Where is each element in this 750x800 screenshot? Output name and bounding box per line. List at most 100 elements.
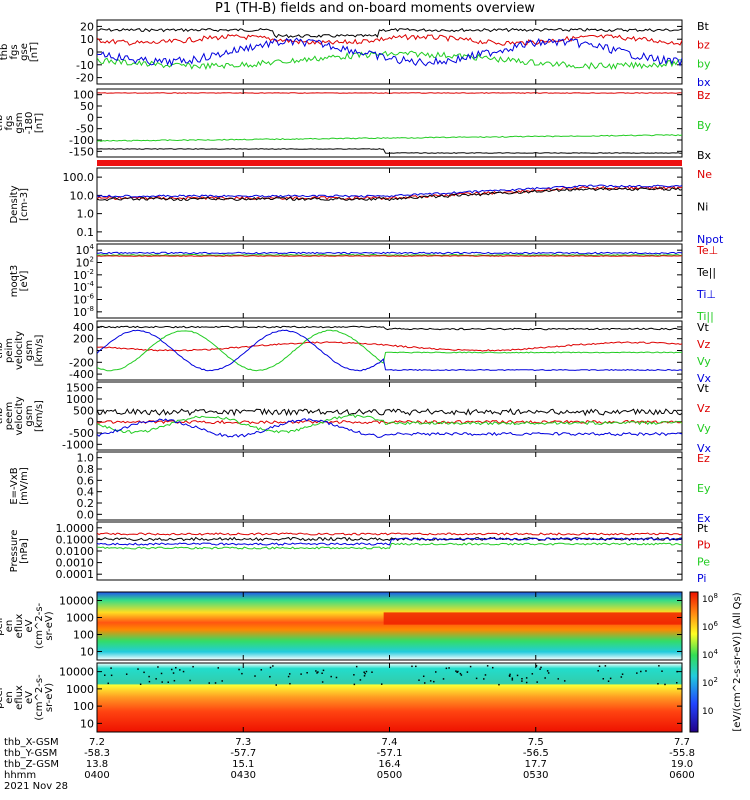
y-tick-label: 1.0000 [56,522,95,535]
spectrogram-speckle [456,671,458,674]
colorbar-tick-label: 10 [702,707,714,717]
y-tick-label: 10000 [59,595,94,608]
y-axis-label-line: peem [4,402,15,430]
spectrogram-speckle [208,682,210,684]
spectrogram-speckle [160,672,163,675]
spectrogram-speckle [260,669,263,671]
y-axis-label-line: [km/s] [34,400,45,432]
y-axis-label-line: fgs [4,115,15,130]
spectrogram-speckle [167,681,169,683]
spectrogram-speckle [415,665,417,668]
spectrogram-speckle [139,683,142,686]
spectrogram-speckle [546,670,549,672]
y-axis-label-line: peir [0,615,5,635]
panel-frame-peem-velocity [96,381,683,451]
tick-exponent: 2 [90,256,94,264]
spectrogram-speckle [241,672,243,675]
trace-Bt [97,27,682,39]
y-tick-label: 500 [73,404,94,417]
spectrogram-speckle [598,665,601,668]
spectrogram-speckle [170,668,173,671]
tick-exponent: -8 [87,305,94,313]
legend-fgs-bz: bz [697,39,710,52]
ephemeris-value: 16.4 [378,759,400,770]
y-tick-label: 200 [73,333,94,346]
spectrogram-speckle [661,670,663,672]
y-tick-label: 1000 [66,393,94,406]
spectrogram-speckle [289,682,291,685]
y-axis-label-peer-spec: thbpeerenefluxeV(cm^2-s-sr-eV) [0,674,55,721]
legend-temperature-Te⊥: Te⊥ [696,244,718,257]
ephemeris-value: -56.5 [523,748,549,759]
spectrogram-speckle [521,677,523,680]
colorbar-tick-label: 108 [702,592,718,605]
ephemeris-value: 0430 [231,770,256,781]
legend-pressure-Pe: Pe [697,555,710,568]
y-tick-label: 10-8 [73,305,94,319]
tick-exponent: -4 [87,280,95,288]
ephemeris-value: 7.3 [235,737,251,748]
y-tick-label: 0 [87,345,94,358]
spectrogram-peer-spec [97,663,682,732]
tick-exponent: 2 [713,676,717,684]
y-axis-label-line: eV [24,619,35,632]
spectrogram-speckle [544,677,546,679]
y-tick-label: -50 [76,123,94,136]
spectrogram-speckle [321,672,323,675]
y-axis-label-peim-velocity: thb peim velocity gsm [km/s] [0,331,45,370]
spectrogram-speckle [315,670,317,672]
y-tick-label: 50 [80,100,94,113]
legend-pressure-Pi: Pi [697,572,706,585]
y-tick-label: 0.1 [77,226,95,239]
y-tick-label: -100 [69,134,94,147]
spectrogram-speckle [469,665,472,668]
panel-frame-fgs-gsm [96,88,683,158]
colorbar-tick-label: 104 [702,648,718,661]
spectrogram-speckle [607,680,610,682]
y-tick-label: -10 [76,59,94,72]
trace-bx [97,37,682,67]
colorbar-title: [eV/(cm^2-s-sr-eV)] (All Qs) [732,592,743,731]
spectrogram-speckle [214,682,217,684]
y-tick-label: 0.1000 [56,533,95,546]
y-axis-label-line: thb [0,342,5,359]
ephemeris-value: 0500 [377,770,402,781]
spectrogram-speckle [620,676,623,678]
spectrogram-speckle [486,665,489,667]
y-axis-label-line: eflux [14,685,25,710]
ephemeris-value: -57.1 [377,748,403,759]
ephemeris-value: 7.7 [674,737,690,748]
y-tick-label: 400 [73,321,94,334]
y-axis-label-line: en [4,620,15,633]
y-axis-label-line: [nT] [29,42,40,62]
colorbar-title-text: [eV/(cm^2-s-sr-eV)] (All Qs) [732,592,743,731]
spectrogram-speckle [459,672,462,675]
trace-Vy [97,329,682,372]
spectrogram-speckle [604,665,607,667]
spectrogram-speckle [103,674,106,676]
spectrogram-speckle [157,666,159,668]
y-tick-label: -20 [76,72,94,85]
y-tick-label: 0.6 [77,474,95,487]
spectrogram-speckle [148,680,151,683]
spectrogram-enhanced-band [383,612,682,625]
y-tick-label: -400 [69,368,94,381]
y-axis-label-fgs: thb fgs gse [nT] [0,42,40,62]
y-axis-label-line: fgs [9,44,20,59]
spectrogram-speckle [423,682,426,684]
spectrogram-speckle [429,680,432,682]
trace-Pi [97,537,682,546]
spectrogram-speckle [353,674,355,676]
ephemeris-value: 7.5 [528,737,544,748]
y-axis-label-line: [eV] [19,271,30,292]
y-axis-label-line: -180 [24,112,35,135]
trace-Ne [97,186,682,201]
ephemeris-row-label: hhmm [4,770,36,781]
y-axis-label-line: thb [0,44,10,61]
y-tick-label: -200 [69,356,94,369]
spectrogram-speckle [275,684,277,686]
spectrogram-speckle [609,677,612,680]
panel-frame-efield [96,451,683,521]
ephemeris-value: 7.4 [382,737,398,748]
spectrogram-speckle [148,675,150,678]
